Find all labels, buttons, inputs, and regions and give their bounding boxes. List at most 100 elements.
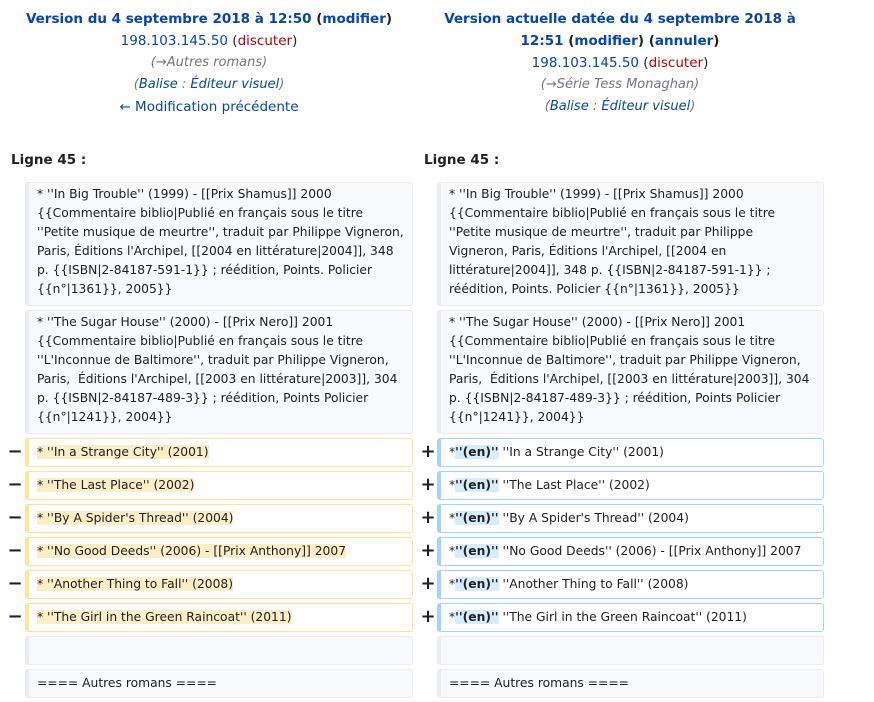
current-revision-header: Version actuelle datée du 4 septembre 20… xyxy=(420,8,820,118)
added-en-marker: ''(en)'' xyxy=(455,610,499,624)
old-revision-title: Version du 4 septembre 2018 à 12:50 (mod… xyxy=(0,8,418,30)
removed-line: * ''No Good Deeds'' (2006) - [[Prix Anth… xyxy=(25,537,413,566)
old-tag-value-link[interactable]: Éditeur visuel xyxy=(190,77,280,92)
paren: ( xyxy=(133,77,139,92)
current-tag-label-link[interactable]: Balise xyxy=(549,99,589,114)
old-tag-label-link[interactable]: Balise xyxy=(138,77,178,92)
current-tags: (Balise : Éditeur visuel) xyxy=(420,96,820,118)
tag-separator: : xyxy=(588,99,602,114)
added-line-marker: + xyxy=(420,540,436,561)
added-line: *''(en)'' ''In a Strange City'' (2001) xyxy=(437,438,824,467)
paren: ( xyxy=(228,33,238,49)
added-prefix: * xyxy=(449,544,456,558)
paren: ( xyxy=(150,55,156,70)
old-revision-link[interactable]: Version du 4 septembre 2018 à 12:50 xyxy=(25,11,312,27)
removed-line: * ''Another Thing to Fall'' (2008) xyxy=(25,570,413,599)
paren: ) xyxy=(292,33,298,49)
added-line: *''(en)'' ''The Last Place'' (2002) xyxy=(437,471,824,500)
paren: ( xyxy=(563,33,575,49)
removed-line: * ''The Last Place'' (2002) xyxy=(25,471,413,500)
removed-line: * ''The Girl in the Green Raincoat'' (20… xyxy=(25,603,413,632)
added-prefix: * xyxy=(449,478,456,492)
added-en-marker: ''(en)'' xyxy=(455,478,499,492)
removed-line-marker: − xyxy=(7,474,23,495)
context-heading-old: ==== Autres romans ==== xyxy=(25,669,413,698)
tag-separator: : xyxy=(177,77,191,92)
removed-text: * ''In a Strange City'' (2001) xyxy=(37,445,209,459)
added-prefix: * xyxy=(449,445,456,459)
previous-edit-link[interactable]: ← Modification précédente xyxy=(119,99,299,115)
added-prefix: * xyxy=(449,577,456,591)
current-user-line: 198.103.145.50 (discuter) xyxy=(420,52,820,74)
old-edit-summary: (→Autres romans) xyxy=(0,52,418,74)
removed-line-marker: − xyxy=(7,507,23,528)
removed-text: * ''By A Spider's Thread'' (2004) xyxy=(37,511,234,525)
current-revision-title: Version actuelle datée du 4 septembre 20… xyxy=(420,8,820,52)
added-en-marker: ''(en)'' xyxy=(455,511,499,525)
removed-line-marker: − xyxy=(7,540,23,561)
paren: ) xyxy=(690,99,696,114)
added-line: *''(en)'' ''By A Spider's Thread'' (2004… xyxy=(437,504,824,533)
added-line-marker: + xyxy=(420,573,436,594)
added-en-marker: ''(en)'' xyxy=(455,445,499,459)
paren: ) xyxy=(279,77,285,92)
paren: ) ( xyxy=(637,33,655,49)
current-user-link[interactable]: 198.103.145.50 xyxy=(531,55,640,71)
added-prefix: * xyxy=(449,511,456,525)
paren: ) xyxy=(694,77,700,92)
current-talk-link[interactable]: discuter xyxy=(648,55,704,71)
removed-line-marker: − xyxy=(7,606,23,627)
old-summary-section-link[interactable]: →Autres romans xyxy=(155,55,263,70)
removed-text: * ''The Girl in the Green Raincoat'' (20… xyxy=(37,610,292,624)
context-heading-new: ==== Autres romans ==== xyxy=(437,669,824,698)
added-text: ''By A Spider's Thread'' (2004) xyxy=(498,511,689,525)
removed-line: * ''In a Strange City'' (2001) xyxy=(25,438,413,467)
added-line-marker: + xyxy=(420,441,436,462)
current-tag-value-link[interactable]: Éditeur visuel xyxy=(601,99,691,114)
removed-text: * ''Another Thing to Fall'' (2008) xyxy=(37,577,234,591)
old-line-number: Ligne 45 : xyxy=(11,152,87,168)
removed-line: * ''By A Spider's Thread'' (2004) xyxy=(25,504,413,533)
removed-text: * ''The Last Place'' (2002) xyxy=(37,478,195,492)
paren: ( xyxy=(639,55,649,71)
context-line-new: * ''The Sugar House'' (2000) - [[Prix Ne… xyxy=(437,310,824,434)
added-line: *''(en)'' ''No Good Deeds'' (2006) - [[P… xyxy=(437,537,824,566)
paren: ) xyxy=(713,33,720,49)
undo-link[interactable]: annuler xyxy=(654,33,714,49)
paren: ) xyxy=(703,55,709,71)
added-line-marker: + xyxy=(420,606,436,627)
context-line-old: * ''The Sugar House'' (2000) - [[Prix Ne… xyxy=(25,310,413,434)
paren: ) xyxy=(262,55,268,70)
old-user-link[interactable]: 198.103.145.50 xyxy=(120,33,229,49)
paren: ( xyxy=(544,99,550,114)
paren: ( xyxy=(311,11,323,27)
old-talk-link[interactable]: discuter xyxy=(237,33,293,49)
added-text: ''In a Strange City'' (2001) xyxy=(498,445,664,459)
old-user-line: 198.103.145.50 (discuter) xyxy=(0,30,418,52)
current-edit-summary: (→Série Tess Monaghan) xyxy=(420,74,820,96)
added-text: ''The Last Place'' (2002) xyxy=(498,478,650,492)
context-empty-line-old xyxy=(25,636,413,665)
context-empty-line-new xyxy=(437,636,824,665)
paren: ) xyxy=(385,11,393,27)
added-en-marker: ''(en)'' xyxy=(455,577,499,591)
current-edit-link[interactable]: modifier xyxy=(574,33,638,49)
new-line-number: Ligne 45 : xyxy=(424,152,500,168)
added-text: ''No Good Deeds'' (2006) - [[Prix Anthon… xyxy=(498,544,802,558)
current-revision-link-line1[interactable]: Version actuelle datée du 4 septembre 20… xyxy=(444,11,796,27)
removed-text: * ''No Good Deeds'' (2006) - [[Prix Anth… xyxy=(37,544,347,558)
added-en-marker: ''(en)'' xyxy=(455,544,499,558)
removed-line-marker: − xyxy=(7,441,23,462)
old-revision-header: Version du 4 septembre 2018 à 12:50 (mod… xyxy=(0,8,418,118)
current-summary-section-link[interactable]: →Série Tess Monaghan xyxy=(545,77,695,92)
added-line: *''(en)'' ''Another Thing to Fall'' (200… xyxy=(437,570,824,599)
added-text: ''Another Thing to Fall'' (2008) xyxy=(498,577,689,591)
added-line: *''(en)'' ''The Girl in the Green Rainco… xyxy=(437,603,824,632)
added-text: ''The Girl in the Green Raincoat'' (2011… xyxy=(498,610,747,624)
context-line-new: * ''In Big Trouble'' (1999) - [[Prix Sha… xyxy=(437,182,824,306)
current-revision-link-line2[interactable]: 12:51 xyxy=(520,33,564,49)
old-edit-link[interactable]: modifier xyxy=(322,11,386,27)
added-line-marker: + xyxy=(420,507,436,528)
old-tags: (Balise : Éditeur visuel) xyxy=(0,74,418,96)
removed-line-marker: − xyxy=(7,573,23,594)
